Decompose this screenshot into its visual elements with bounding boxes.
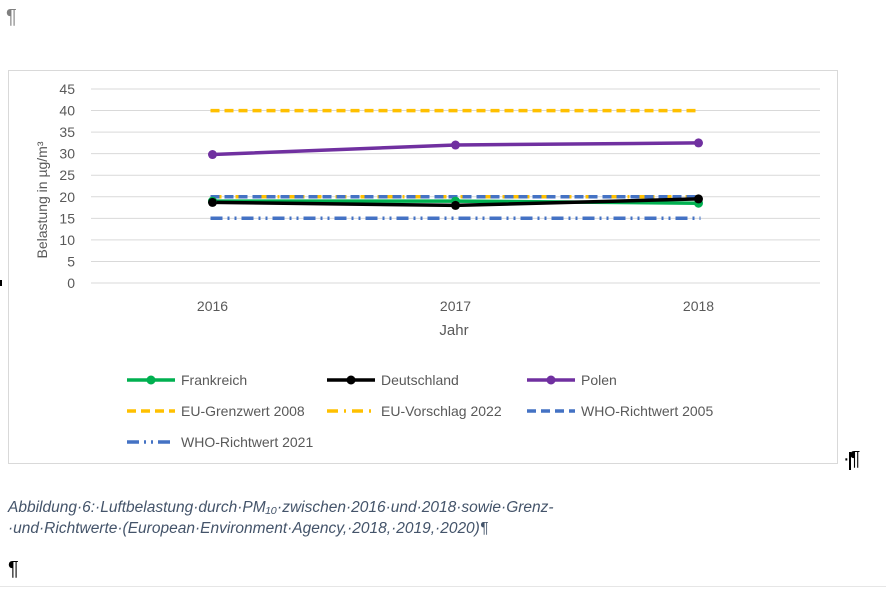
legend-label: Frankreich bbox=[181, 372, 247, 388]
y-tick-label: 15 bbox=[59, 210, 75, 226]
y-tick-labels: 0 5 10 15 20 25 30 35 40 45 bbox=[59, 81, 75, 291]
legend-item-eu-vorschlag-2022[interactable]: EU-Vorschlag 2022 bbox=[327, 403, 502, 419]
line-chart: 0 5 10 15 20 25 30 35 40 45 2016 2017 2018 Belastun… bbox=[34, 81, 820, 450]
data-point-polen bbox=[694, 138, 703, 148]
y-tick-label: 20 bbox=[59, 189, 75, 205]
gridlines bbox=[91, 88, 820, 284]
legend-label: WHO-Richtwert 2005 bbox=[581, 403, 713, 419]
legend-item-who-richtwert-2005[interactable]: WHO-Richtwert 2005 bbox=[527, 403, 713, 419]
frame-anchor-mark: ·¶ bbox=[843, 448, 861, 470]
data-point-deutschland bbox=[208, 197, 217, 207]
y-tick-label: 35 bbox=[59, 124, 75, 140]
data-point-deutschland bbox=[451, 200, 460, 210]
y-tick-label: 25 bbox=[59, 167, 75, 183]
x-tick-label: 2016 bbox=[197, 298, 228, 314]
legend-label: EU-Vorschlag 2022 bbox=[381, 403, 502, 419]
legend-label: Polen bbox=[581, 372, 617, 388]
y-tick-label: 45 bbox=[59, 81, 75, 97]
legend: Frankreich Deutschland Polen EU-Grenzwert 2… bbox=[127, 372, 713, 450]
margin-marker bbox=[0, 280, 2, 286]
data-point-polen bbox=[208, 150, 217, 160]
x-tick-labels: 2016 2017 2018 bbox=[197, 298, 714, 314]
paragraph-mark-top: ¶ bbox=[6, 6, 17, 28]
page-divider bbox=[0, 586, 886, 587]
x-tick-label: 2017 bbox=[440, 298, 471, 314]
legend-marker bbox=[346, 375, 356, 385]
legend-item-frankreich[interactable]: Frankreich bbox=[127, 372, 247, 388]
legend-label: EU-Grenzwert 2008 bbox=[181, 403, 305, 419]
figure-caption: Abbildung·6:·Luftbelastung·durch·PM₁₀·zw… bbox=[8, 499, 554, 537]
x-tick-label: 2018 bbox=[683, 298, 714, 314]
series-markers bbox=[208, 138, 703, 210]
data-point-deutschland bbox=[694, 194, 703, 204]
legend-label: WHO-Richtwert 2021 bbox=[181, 434, 313, 450]
data-point-polen bbox=[451, 140, 460, 150]
y-tick-label: 10 bbox=[59, 232, 75, 248]
frame-anchor-tick bbox=[849, 452, 851, 470]
legend-marker bbox=[146, 375, 156, 385]
y-axis-label: Belastung in µg/m³ bbox=[34, 141, 50, 258]
legend-item-polen[interactable]: Polen bbox=[527, 372, 617, 388]
y-tick-label: 30 bbox=[59, 146, 75, 162]
y-tick-label: 5 bbox=[67, 253, 75, 269]
x-axis-label: Jahr bbox=[439, 322, 468, 339]
legend-item-deutschland[interactable]: Deutschland bbox=[327, 372, 459, 388]
y-tick-label: 40 bbox=[59, 103, 75, 119]
chart-frame[interactable] bbox=[8, 70, 838, 464]
legend-item-eu-grenzwert-2008[interactable]: EU-Grenzwert 2008 bbox=[127, 403, 305, 419]
legend-label: Deutschland bbox=[381, 372, 459, 388]
legend-marker bbox=[546, 375, 556, 385]
paragraph-mark-bottom: ¶ bbox=[8, 558, 19, 580]
legend-item-who-richtwert-2021[interactable]: WHO-Richtwert 2021 bbox=[127, 434, 313, 450]
y-tick-label: 0 bbox=[67, 275, 75, 291]
